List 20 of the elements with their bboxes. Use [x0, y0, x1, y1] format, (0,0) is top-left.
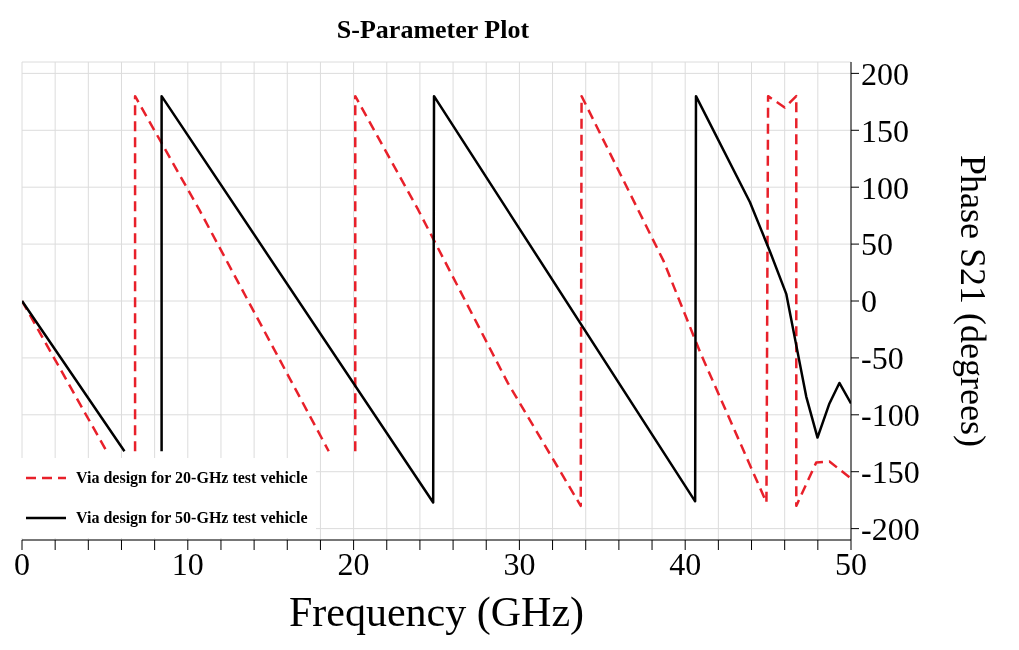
y-tick-label: -150 [861, 454, 920, 491]
y-tick-label: 200 [861, 55, 909, 92]
y-tick-label: -50 [861, 340, 904, 377]
y-tick-label: 100 [861, 169, 909, 206]
y-tick-label: -100 [861, 397, 920, 434]
legend-label: Via design for 20-GHz test vehicle [76, 469, 308, 487]
y-tick-label: -200 [861, 510, 920, 547]
x-tick-label: 10 [171, 545, 204, 582]
x-tick-label: 0 [14, 545, 30, 582]
legend-label: Via design for 50-GHz test vehicle [76, 509, 308, 527]
y-tick-label: 150 [861, 112, 909, 149]
y-axis-title: Phase S21 (degrees) [953, 155, 993, 447]
x-tick-label: 20 [337, 545, 370, 582]
x-axis-title: Frequency (GHz) [288, 589, 585, 636]
y-tick-label: 0 [861, 283, 877, 320]
x-tick-label: 50 [835, 545, 867, 582]
chart-title: S-Parameter Plot [335, 14, 531, 46]
y-tick-label: 50 [861, 226, 893, 263]
x-tick-label: 30 [503, 545, 536, 582]
x-tick-label: 40 [669, 545, 702, 582]
